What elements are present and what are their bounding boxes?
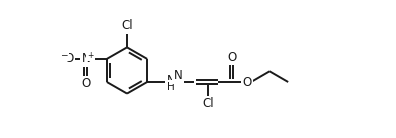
Text: Cl: Cl <box>121 19 133 32</box>
Text: N: N <box>174 69 183 82</box>
Text: −: − <box>61 51 68 60</box>
Text: N: N <box>167 74 175 87</box>
Text: N: N <box>82 52 90 65</box>
Text: O: O <box>242 75 252 88</box>
Text: H: H <box>167 82 175 92</box>
Text: Cl: Cl <box>202 97 214 110</box>
Text: O: O <box>81 77 91 90</box>
Text: O: O <box>227 51 236 64</box>
Text: +: + <box>88 51 94 60</box>
Text: O: O <box>64 52 74 65</box>
